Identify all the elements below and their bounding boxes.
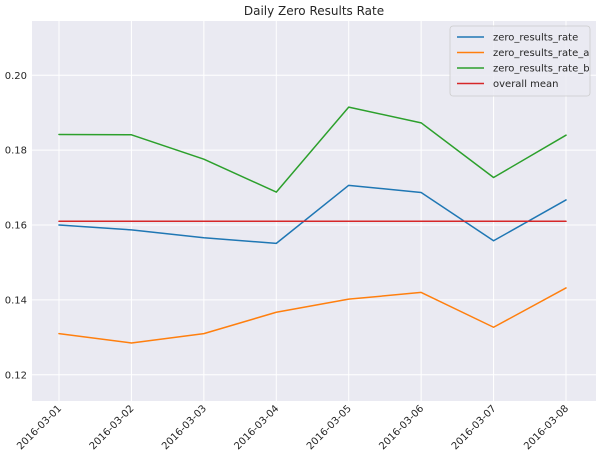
x-tick-label: 2016-03-05 [305, 403, 354, 452]
series-layer [58, 106, 567, 344]
legend: zero_results_rate zero_results_rate_azero… [449, 25, 591, 97]
legend-label: zero_results_rate_b [493, 64, 590, 75]
x-tick-label: 2016-03-04 [233, 403, 282, 452]
grid-lines [32, 21, 596, 401]
y-tick-label: 0.16 [5, 221, 27, 232]
legend-label: zero_results_rate_a [493, 48, 589, 59]
y-tick-labels: 0.12 0.14 0.16 0.18 0.20 [5, 71, 27, 382]
legend-label: zero_results_rate [493, 33, 578, 44]
y-tick-label: 0.12 [5, 370, 27, 381]
y-tick-label: 0.18 [5, 146, 27, 157]
series-line-zero-results-rate [58, 184, 567, 245]
x-tick-label: 2016-03-08 [522, 403, 571, 452]
x-tick-label: 2016-03-06 [377, 403, 426, 452]
chart-title: Daily Zero Results Rate [244, 4, 384, 18]
x-tick-label: 2016-03-01 [15, 403, 64, 452]
series-line-zero-results-rate-b [58, 106, 567, 193]
x-tick-label: 2016-03-03 [160, 403, 209, 452]
x-tick-label: 2016-03-07 [450, 403, 499, 452]
y-tick-label: 0.14 [5, 295, 27, 306]
legend-box [449, 25, 591, 97]
y-tick-label: 0.20 [5, 71, 27, 82]
x-tick-labels: 2016-03-01 2016-03-02 2016-03-03 2016-03-04… [15, 403, 571, 452]
legend-label: overall mean [493, 79, 559, 90]
series-line-zero-results-rate-a [58, 287, 567, 344]
x-tick-label: 2016-03-02 [88, 403, 137, 452]
